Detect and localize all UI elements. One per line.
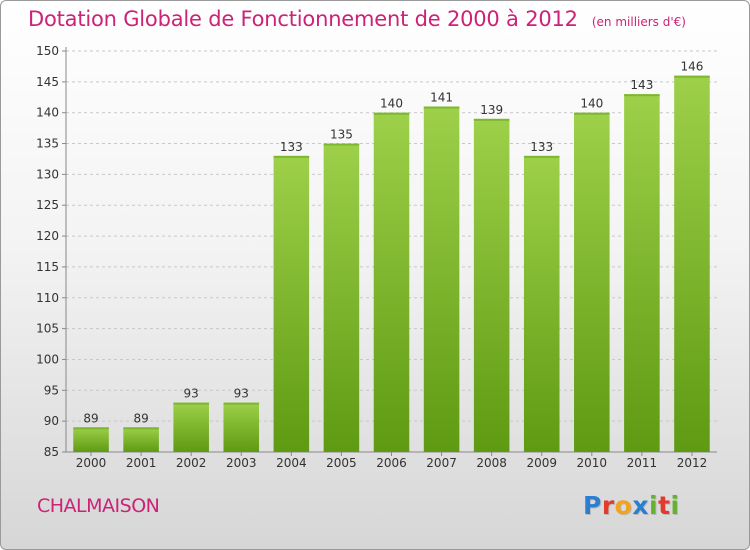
- bar: [574, 112, 610, 452]
- proxiti-logo[interactable]: Proxiti: [583, 491, 680, 520]
- bar: [624, 94, 660, 452]
- bar-top-edge: [523, 155, 560, 158]
- x-tick-label: 2000: [76, 456, 107, 470]
- y-tick-label: 145: [36, 75, 59, 89]
- bar-top-edge: [223, 402, 260, 405]
- y-tick-labels: 85 90 95 100 105 110 115 120 125 130 135 140 145 150: [36, 44, 59, 459]
- bar: [273, 155, 310, 452]
- logo-letter-t: t: [658, 491, 671, 520]
- bar: [674, 75, 710, 452]
- logo-letter-p: P: [583, 491, 602, 520]
- bar-top-edge: [373, 112, 410, 115]
- bar-top-edge: [624, 94, 660, 97]
- x-tick-label: 2001: [126, 456, 157, 470]
- x-tick-label: 2012: [677, 456, 708, 470]
- bar-value-label: 146: [681, 60, 704, 74]
- bar-top-edge: [273, 155, 310, 158]
- bar-value-label: 139: [480, 103, 503, 117]
- y-tick-label: 125: [36, 198, 59, 212]
- x-tick-label: 2009: [526, 456, 557, 470]
- bar: [523, 155, 560, 452]
- x-tick-label: 2007: [426, 456, 457, 470]
- bar-value-label: 133: [280, 140, 303, 154]
- bar: [73, 427, 109, 452]
- logo-letter-i2: i: [670, 491, 680, 520]
- bar-top-edge: [123, 427, 159, 430]
- bar-top-edge: [473, 118, 510, 121]
- bar-top-edge: [674, 75, 710, 78]
- bars: [73, 75, 710, 453]
- chart-subtitle: (en milliers d'€): [591, 15, 686, 29]
- bar: [173, 402, 209, 452]
- bar-value-label: 89: [133, 411, 148, 425]
- bar: [223, 402, 260, 452]
- x-tick-label: 2011: [627, 456, 658, 470]
- bar-value-label: 141: [430, 91, 453, 105]
- bar-value-label: 133: [530, 140, 553, 154]
- bar-top-edge: [173, 402, 209, 405]
- bar: [423, 106, 460, 453]
- bar: [323, 143, 360, 453]
- bar-value-label: 93: [234, 387, 249, 401]
- data-labels: 89 89 93 93 133 135 140 141 139 133 140 143 146: [83, 60, 703, 426]
- chart-title: Dotation Globale de Fonctionnement de 20…: [28, 7, 578, 31]
- x-tick-label: 2010: [577, 456, 608, 470]
- y-tick-label: 110: [36, 291, 59, 305]
- bar-top-edge: [73, 427, 109, 430]
- bar: [373, 112, 410, 452]
- y-tick-label: 140: [36, 106, 59, 120]
- y-tick-label: 95: [44, 383, 59, 397]
- x-tick-label: 2005: [326, 456, 357, 470]
- y-tick-label: 130: [36, 167, 59, 181]
- title-row: Dotation Globale de Fonctionnement de 20…: [28, 7, 686, 31]
- bar: [473, 118, 510, 452]
- bar-value-label: 140: [380, 97, 403, 111]
- bar-top-edge: [423, 106, 460, 109]
- x-tick-label: 2002: [176, 456, 207, 470]
- logo-letter-r: r: [601, 491, 615, 520]
- x-tick-label: 2004: [276, 456, 307, 470]
- y-tick-label: 150: [36, 44, 59, 58]
- bar-value-label: 93: [184, 387, 199, 401]
- y-tick-label: 100: [36, 352, 59, 366]
- x-tick-label: 2008: [476, 456, 507, 470]
- y-tick-label: 135: [36, 137, 59, 151]
- y-tick-label: 90: [44, 414, 59, 428]
- bar: [123, 427, 159, 452]
- commune-name: CHALMAISON: [37, 495, 160, 517]
- y-tick-label: 120: [36, 229, 59, 243]
- bar-value-label: 140: [580, 97, 603, 111]
- bar-value-label: 89: [83, 411, 98, 425]
- logo-letter-x: x: [632, 491, 649, 520]
- y-tick-label: 85: [44, 445, 59, 459]
- bar-value-label: 143: [630, 78, 653, 92]
- x-tick-label: 2006: [376, 456, 407, 470]
- logo-letter-o: o: [614, 491, 633, 520]
- x-tick-label: 2003: [226, 456, 257, 470]
- logo-letter-i: i: [649, 491, 659, 520]
- y-tick-label: 105: [36, 322, 59, 336]
- bar-top-edge: [574, 112, 610, 115]
- x-tick-labels: 2000 2001 2002 2003 2004 2005 2006 2007 2008 2009…: [76, 456, 707, 470]
- y-tick-label: 115: [36, 260, 59, 274]
- bar-value-label: 135: [330, 128, 353, 142]
- bar-top-edge: [323, 143, 360, 146]
